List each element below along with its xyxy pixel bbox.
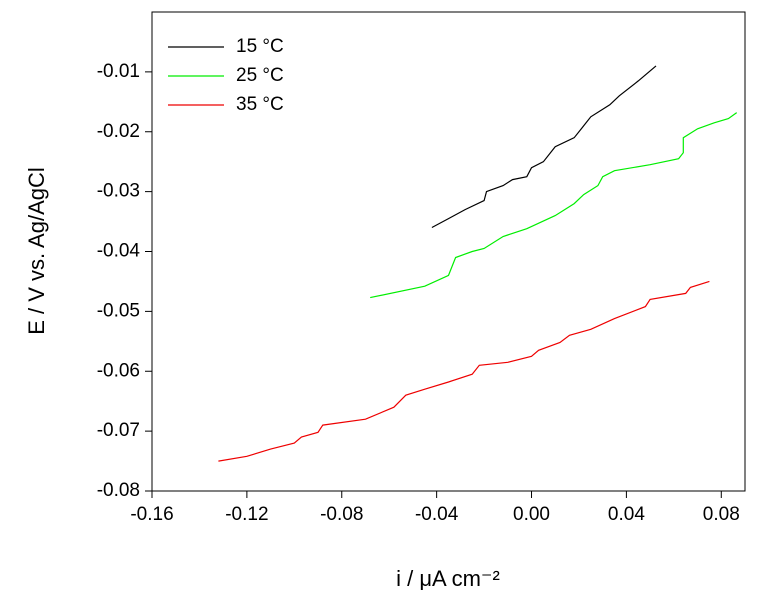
legend-label: 35 °C [236, 94, 284, 115]
y-axis-label: E / V vs. Ag/AgCl [24, 167, 49, 335]
y-tick-label: -0.06 [97, 360, 140, 381]
x-tick-label: -0.04 [415, 504, 459, 525]
data-line [218, 280, 710, 462]
x-tick-label: 0.08 [703, 504, 740, 525]
y-tick-label: -0.01 [97, 61, 140, 82]
y-tick-label: -0.07 [97, 420, 140, 441]
x-tick-label: -0.12 [225, 504, 268, 525]
data-line [431, 65, 657, 229]
x-tick-label: -0.08 [320, 504, 363, 525]
x-tick-label: 0.00 [513, 504, 550, 525]
data-line [370, 112, 738, 299]
x-axis-label: i / μA cm⁻² [396, 566, 500, 591]
x-tick-label: -0.16 [130, 504, 173, 525]
legend-label: 25 °C [236, 65, 284, 86]
y-tick-label: -0.08 [97, 480, 140, 501]
y-tick-label: -0.02 [97, 121, 140, 142]
y-tick-label: -0.05 [97, 300, 140, 321]
y-tick-label: -0.04 [97, 241, 141, 262]
legend-label: 15 °C [236, 36, 284, 57]
y-tick-label: -0.03 [97, 181, 140, 202]
x-tick-label: 0.04 [608, 504, 645, 525]
